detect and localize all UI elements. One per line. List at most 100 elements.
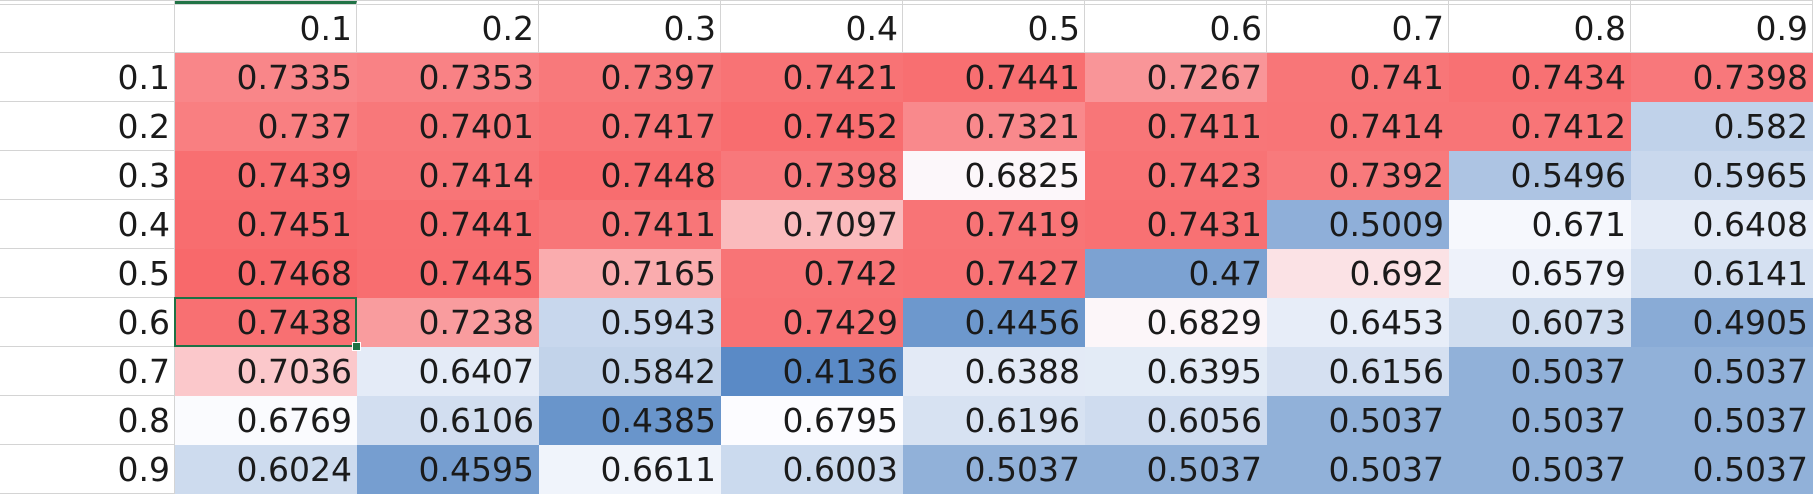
data-cell[interactable]: 0.6795	[721, 396, 903, 445]
data-cell[interactable]: 0.5037	[1267, 445, 1449, 494]
data-cell[interactable]: 0.5037	[1085, 445, 1267, 494]
data-cell[interactable]: 0.6453	[1267, 298, 1449, 347]
data-cell[interactable]: 0.7438	[175, 298, 357, 347]
data-cell[interactable]: 0.6829	[1085, 298, 1267, 347]
data-cell[interactable]: 0.6196	[903, 396, 1085, 445]
row-header-cell[interactable]: 0.6	[0, 298, 175, 347]
row-header-cell[interactable]: 0.4	[0, 200, 175, 249]
data-cell[interactable]: 0.7417	[539, 102, 721, 151]
data-cell[interactable]: 0.7441	[903, 53, 1085, 102]
data-cell[interactable]: 0.6106	[357, 396, 539, 445]
data-cell[interactable]: 0.6579	[1449, 249, 1631, 298]
data-cell[interactable]: 0.7097	[721, 200, 903, 249]
data-cell[interactable]: 0.7468	[175, 249, 357, 298]
data-cell[interactable]: 0.7267	[1085, 53, 1267, 102]
data-cell[interactable]: 0.6408	[1631, 200, 1813, 249]
data-cell[interactable]: 0.7427	[903, 249, 1085, 298]
data-cell[interactable]: 0.6141	[1631, 249, 1813, 298]
data-cell[interactable]: 0.7439	[175, 151, 357, 200]
top-strip-cell[interactable]	[721, 1, 903, 5]
data-cell[interactable]: 0.5943	[539, 298, 721, 347]
data-cell[interactable]: 0.582	[1631, 102, 1813, 151]
top-strip-cell[interactable]	[357, 1, 539, 5]
top-strip-cell[interactable]	[1267, 1, 1449, 5]
data-cell[interactable]: 0.5037	[903, 445, 1085, 494]
data-cell[interactable]: 0.7412	[1449, 102, 1631, 151]
data-cell[interactable]: 0.7398	[1631, 53, 1813, 102]
row-header-cell[interactable]: 0.9	[0, 445, 175, 494]
column-header-cell[interactable]: 0.2	[357, 5, 539, 53]
data-cell[interactable]: 0.7452	[721, 102, 903, 151]
data-cell[interactable]: 0.6024	[175, 445, 357, 494]
data-cell[interactable]: 0.7434	[1449, 53, 1631, 102]
top-strip-cell[interactable]	[903, 1, 1085, 5]
data-cell[interactable]: 0.5842	[539, 347, 721, 396]
data-cell[interactable]: 0.5037	[1449, 396, 1631, 445]
data-cell[interactable]: 0.7398	[721, 151, 903, 200]
data-cell[interactable]: 0.7414	[1267, 102, 1449, 151]
data-cell[interactable]: 0.7429	[721, 298, 903, 347]
column-header-cell[interactable]: 0.1	[175, 5, 357, 53]
data-cell[interactable]: 0.7421	[721, 53, 903, 102]
top-strip-cell[interactable]	[1631, 1, 1813, 5]
top-strip-cell[interactable]	[1085, 1, 1267, 5]
column-header-cell[interactable]: 0.8	[1449, 5, 1631, 53]
data-cell[interactable]: 0.7423	[1085, 151, 1267, 200]
data-cell[interactable]: 0.7353	[357, 53, 539, 102]
data-cell[interactable]: 0.671	[1449, 200, 1631, 249]
row-header-cell[interactable]: 0.7	[0, 347, 175, 396]
data-cell[interactable]: 0.692	[1267, 249, 1449, 298]
data-cell[interactable]: 0.4905	[1631, 298, 1813, 347]
corner-cell[interactable]	[0, 5, 175, 53]
data-cell[interactable]: 0.4385	[539, 396, 721, 445]
data-cell[interactable]: 0.7321	[903, 102, 1085, 151]
data-cell[interactable]: 0.7335	[175, 53, 357, 102]
top-strip-cell[interactable]	[539, 1, 721, 5]
data-cell[interactable]: 0.5009	[1267, 200, 1449, 249]
data-cell[interactable]: 0.47	[1085, 249, 1267, 298]
data-cell[interactable]: 0.6769	[175, 396, 357, 445]
data-cell[interactable]: 0.5965	[1631, 151, 1813, 200]
column-header-cell[interactable]: 0.5	[903, 5, 1085, 53]
data-cell[interactable]: 0.6395	[1085, 347, 1267, 396]
data-cell[interactable]: 0.6003	[721, 445, 903, 494]
data-cell[interactable]: 0.7445	[357, 249, 539, 298]
data-cell[interactable]: 0.5037	[1631, 347, 1813, 396]
data-cell[interactable]: 0.5037	[1449, 445, 1631, 494]
data-cell[interactable]: 0.6056	[1085, 396, 1267, 445]
data-cell[interactable]: 0.5037	[1631, 445, 1813, 494]
data-cell[interactable]: 0.4456	[903, 298, 1085, 347]
data-cell[interactable]: 0.5037	[1449, 347, 1631, 396]
row-header-cell[interactable]: 0.2	[0, 102, 175, 151]
top-strip-cell[interactable]	[175, 1, 357, 5]
data-cell[interactable]: 0.5037	[1267, 396, 1449, 445]
data-cell[interactable]: 0.7441	[357, 200, 539, 249]
row-header-cell[interactable]: 0.3	[0, 151, 175, 200]
data-cell[interactable]: 0.7451	[175, 200, 357, 249]
column-header-cell[interactable]: 0.9	[1631, 5, 1813, 53]
data-cell[interactable]: 0.4136	[721, 347, 903, 396]
data-cell[interactable]: 0.6073	[1449, 298, 1631, 347]
column-header-cell[interactable]: 0.4	[721, 5, 903, 53]
data-cell[interactable]: 0.7419	[903, 200, 1085, 249]
row-header-cell[interactable]: 0.5	[0, 249, 175, 298]
data-cell[interactable]: 0.7401	[357, 102, 539, 151]
top-strip-cell[interactable]	[1449, 1, 1631, 5]
column-header-cell[interactable]: 0.6	[1085, 5, 1267, 53]
data-cell[interactable]: 0.4595	[357, 445, 539, 494]
data-cell[interactable]: 0.7036	[175, 347, 357, 396]
data-cell[interactable]: 0.742	[721, 249, 903, 298]
data-cell[interactable]: 0.7411	[1085, 102, 1267, 151]
data-cell[interactable]: 0.7431	[1085, 200, 1267, 249]
data-cell[interactable]: 0.7414	[357, 151, 539, 200]
data-cell[interactable]: 0.7448	[539, 151, 721, 200]
top-strip-cell[interactable]	[0, 1, 175, 5]
data-cell[interactable]: 0.5496	[1449, 151, 1631, 200]
row-header-cell[interactable]: 0.8	[0, 396, 175, 445]
data-cell[interactable]: 0.6388	[903, 347, 1085, 396]
data-cell[interactable]: 0.7392	[1267, 151, 1449, 200]
data-cell[interactable]: 0.7397	[539, 53, 721, 102]
column-header-cell[interactable]: 0.3	[539, 5, 721, 53]
data-cell[interactable]: 0.741	[1267, 53, 1449, 102]
data-cell[interactable]: 0.737	[175, 102, 357, 151]
